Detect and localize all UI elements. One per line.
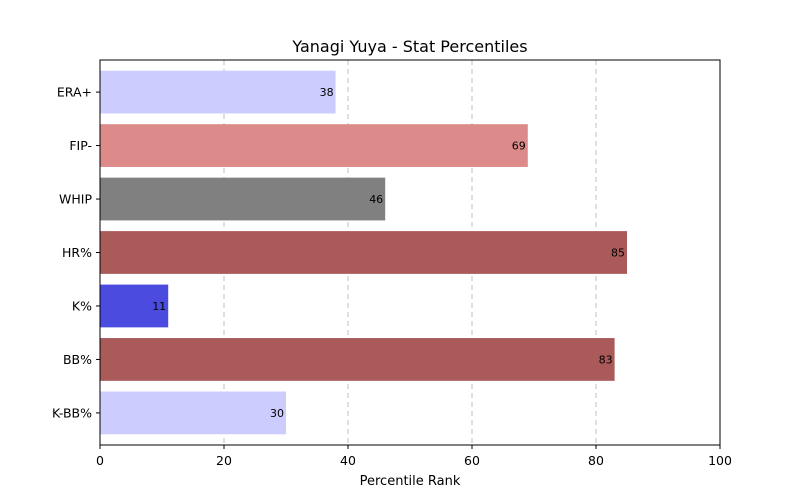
y-tick-label-fip: FIP- — [69, 138, 92, 153]
y-tick-label-k-bb: K-BB% — [52, 405, 92, 420]
x-tick-label-80: 80 — [588, 453, 604, 468]
bar-value-label-k-bb: 30 — [270, 407, 284, 420]
y-tick-label-hr: HR% — [62, 245, 92, 260]
bar-k-bb — [100, 391, 286, 435]
bar-value-label-k: 11 — [152, 300, 166, 313]
bar-value-label-bb: 83 — [599, 353, 613, 366]
x-tick-label-40: 40 — [340, 453, 356, 468]
bar-value-label-fip: 69 — [512, 140, 526, 153]
y-tick-label-whip: WHIP — [59, 192, 92, 207]
bar-value-label-era: 38 — [320, 86, 334, 99]
x-axis-label: Percentile Rank — [360, 474, 461, 489]
bar-bb — [100, 338, 615, 381]
bar-whip — [100, 177, 386, 221]
y-axis-ticks: ERA+ FIP- WHIP HR% K% BB% K-BB% — [52, 85, 100, 420]
y-tick-label-k: K% — [72, 298, 92, 313]
bar-fip — [100, 124, 528, 167]
bar-era — [100, 70, 336, 114]
x-axis-ticks: 0 20 40 60 80 100 — [96, 445, 732, 468]
bar-value-labels: 38 69 46 85 11 83 30 — [152, 86, 625, 420]
x-tick-label-20: 20 — [216, 453, 232, 468]
x-tick-label-0: 0 — [96, 453, 104, 468]
x-tick-label-100: 100 — [708, 453, 732, 468]
bar-k — [100, 284, 169, 328]
bars — [100, 70, 627, 435]
x-tick-label-60: 60 — [464, 453, 480, 468]
bar-value-label-whip: 46 — [369, 193, 383, 206]
bar-value-label-hr: 85 — [611, 247, 625, 260]
y-tick-label-bb: BB% — [63, 352, 92, 367]
y-tick-label-era: ERA+ — [57, 85, 92, 100]
bar-hr — [100, 231, 627, 274]
chart-title: Yanagi Yuya - Stat Percentiles — [291, 37, 527, 56]
